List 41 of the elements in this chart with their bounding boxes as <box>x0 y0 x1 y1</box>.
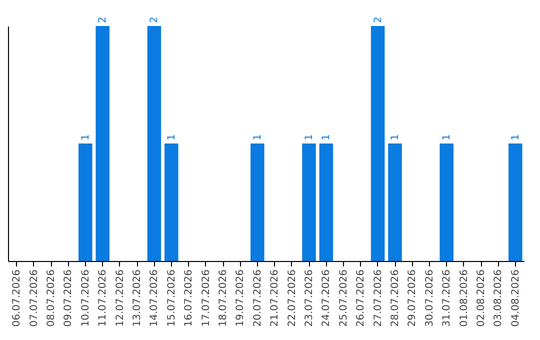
x-tick-label: 21.07.2026 <box>270 270 281 327</box>
x-tick-label: 09.07.2026 <box>63 270 74 327</box>
data-label: 1 <box>390 134 401 140</box>
x-tick-label: 27.07.2026 <box>372 270 384 327</box>
x-tick-label: 13.07.2026 <box>132 270 143 327</box>
x-tick-label: 12.07.2026 <box>114 270 126 327</box>
x-tick-label: 10.07.2026 <box>80 270 92 327</box>
x-tick-label: 04.08.2026 <box>510 270 522 327</box>
x-tick-label: 28.07.2026 <box>390 270 401 327</box>
x-tick-label: 08.07.2026 <box>46 270 57 327</box>
x-tick-label: 18.07.2026 <box>218 270 229 327</box>
x-tick-label: 26.07.2026 <box>356 270 367 327</box>
data-label: 1 <box>510 134 522 140</box>
data-label: 1 <box>304 134 315 140</box>
x-tick-label: 31.07.2026 <box>442 270 453 327</box>
x-tick-label: 11.07.2026 <box>98 270 109 327</box>
data-label: 1 <box>442 134 453 140</box>
x-tick-label: 22.07.2026 <box>286 270 298 327</box>
x-tick-label: 29.07.2026 <box>407 270 418 327</box>
data-label: 1 <box>252 134 264 140</box>
data-label: 1 <box>80 134 92 140</box>
x-tick-label: 16.07.2026 <box>184 270 195 327</box>
data-label: 2 <box>149 16 160 23</box>
x-tick-label: 30.07.2026 <box>424 270 436 327</box>
x-tick-label: 23.07.2026 <box>304 270 315 327</box>
data-label: 2 <box>98 16 109 23</box>
data-label: 1 <box>166 134 178 140</box>
x-tick-label: 06.07.2026 <box>12 270 23 327</box>
x-tick-label: 01.08.2026 <box>458 270 470 327</box>
x-tick-label: 15.07.2026 <box>166 270 178 327</box>
x-tick-label: 25.07.2026 <box>338 270 350 327</box>
x-tick-label: 17.07.2026 <box>200 270 212 327</box>
x-tick-label: 14.07.2026 <box>149 270 160 327</box>
x-tick-label: 20.07.2026 <box>252 270 264 327</box>
x-tick-label: 19.07.2026 <box>235 270 246 327</box>
x-tick-label: 24.07.2026 <box>321 270 332 327</box>
x-tick-label: 07.07.2026 <box>28 270 40 327</box>
data-label: 1 <box>321 134 332 140</box>
x-tick-label: 03.08.2026 <box>493 270 504 327</box>
x-tick-label: 02.08.2026 <box>476 270 487 327</box>
data-label: 2 <box>372 16 384 23</box>
